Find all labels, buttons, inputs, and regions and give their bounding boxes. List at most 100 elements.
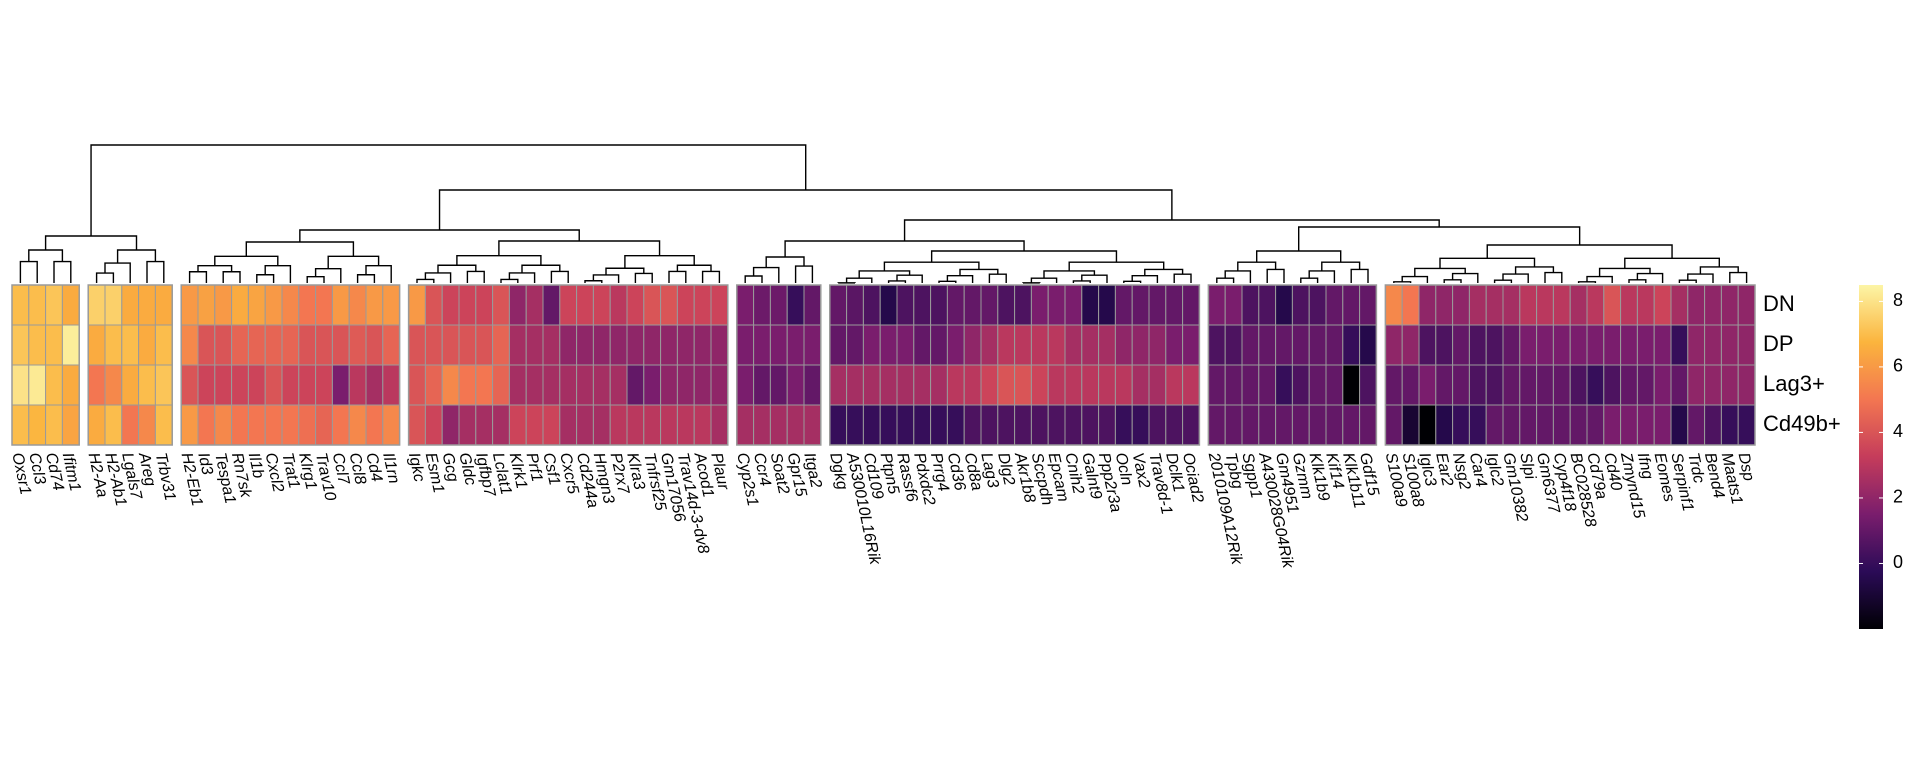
heatmap-cell bbox=[181, 405, 198, 445]
heatmap-cell bbox=[1436, 285, 1453, 325]
heatmap-cell bbox=[804, 325, 821, 365]
heatmap-cell bbox=[198, 285, 215, 325]
dendrogram-branch bbox=[457, 256, 541, 266]
heatmap-cell bbox=[139, 405, 156, 445]
heatmap-cell bbox=[1436, 365, 1453, 405]
heatmap-cell bbox=[1385, 285, 1402, 325]
heatmap-cell bbox=[1292, 325, 1309, 365]
heatmap-cell bbox=[1503, 325, 1520, 365]
heatmap-cell bbox=[627, 365, 644, 405]
heatmap-cell bbox=[442, 365, 459, 405]
heatmap-cell bbox=[947, 325, 964, 365]
heatmap-cell bbox=[155, 325, 172, 365]
heatmap-cell bbox=[215, 285, 232, 325]
dendrogram-branch bbox=[1351, 269, 1368, 283]
heatmap-cell bbox=[644, 285, 661, 325]
heatmap-cell bbox=[627, 325, 644, 365]
heatmap-cell bbox=[1436, 405, 1453, 445]
heatmap-cell bbox=[1570, 325, 1587, 365]
heatmap-cell bbox=[593, 325, 610, 365]
heatmap-cell bbox=[1132, 365, 1149, 405]
heatmap-cell bbox=[1469, 405, 1486, 445]
heatmap-cell bbox=[46, 365, 63, 405]
heatmap-cell bbox=[593, 365, 610, 405]
heatmap-cell bbox=[1309, 325, 1326, 365]
dendrogram-branch bbox=[358, 275, 375, 283]
heatmap-cell bbox=[1671, 365, 1688, 405]
heatmap-cell bbox=[1099, 325, 1116, 365]
heatmap-cell bbox=[610, 325, 627, 365]
heatmap-cell bbox=[931, 405, 948, 445]
heatmap-cell bbox=[1705, 285, 1722, 325]
heatmap-cell bbox=[215, 365, 232, 405]
heatmap-cell bbox=[1309, 365, 1326, 405]
heatmap-cell bbox=[509, 325, 526, 365]
heatmap-cell bbox=[1654, 285, 1671, 325]
dendrogram-branch bbox=[1688, 274, 1713, 283]
dendrogram-branch bbox=[467, 271, 484, 283]
heatmap-cell bbox=[1570, 405, 1587, 445]
heatmap-cell bbox=[593, 285, 610, 325]
heatmap-cell bbox=[847, 285, 864, 325]
heatmap-cell bbox=[1637, 325, 1654, 365]
heatmap-cell bbox=[181, 365, 198, 405]
heatmap-cell bbox=[1082, 365, 1099, 405]
heatmap-cell bbox=[1688, 285, 1705, 325]
heatmap-cell bbox=[1637, 285, 1654, 325]
dendrogram-branch bbox=[897, 275, 922, 283]
heatmap-cell bbox=[1385, 325, 1402, 365]
heatmap-cell bbox=[610, 285, 627, 325]
heatmap-cell bbox=[1326, 325, 1343, 365]
heatmap-cell bbox=[1048, 405, 1065, 445]
heatmap-cell bbox=[1048, 285, 1065, 325]
heatmap-cell bbox=[754, 285, 771, 325]
dendrogram-branch bbox=[246, 242, 353, 256]
dendrogram-branch bbox=[1394, 282, 1411, 283]
heatmap-cell bbox=[897, 325, 914, 365]
heatmap-cell bbox=[1738, 325, 1755, 365]
heatmap-cell bbox=[316, 405, 333, 445]
heatmap-cell bbox=[265, 285, 282, 325]
dendrogram-branch bbox=[417, 279, 434, 283]
heatmap-cell bbox=[88, 405, 105, 445]
dendrogram-branch bbox=[257, 275, 274, 283]
dendrogram-branch bbox=[440, 190, 1172, 230]
heatmap-cell bbox=[1360, 285, 1377, 325]
heatmap-cell bbox=[1065, 325, 1082, 365]
heatmap-cell bbox=[1166, 325, 1183, 365]
heatmap-cell bbox=[459, 325, 476, 365]
heatmap-cell bbox=[1587, 365, 1604, 405]
heatmap-cell bbox=[1292, 285, 1309, 325]
heatmap-cell bbox=[577, 285, 594, 325]
heatmap-cell bbox=[964, 365, 981, 405]
dendrogram-branch bbox=[501, 279, 518, 283]
heatmap-cell bbox=[1242, 405, 1259, 445]
dendrogram-branch bbox=[677, 265, 711, 271]
heatmap-cell bbox=[299, 405, 316, 445]
heatmap-cell bbox=[593, 405, 610, 445]
heatmap-cell bbox=[1419, 325, 1436, 365]
heatmap-cell bbox=[897, 285, 914, 325]
dendrogram-branch bbox=[703, 271, 720, 283]
heatmap-cell bbox=[1453, 325, 1470, 365]
heatmap-cell bbox=[1553, 285, 1570, 325]
heatmap-cell bbox=[1621, 365, 1638, 405]
heatmap-cell bbox=[863, 405, 880, 445]
heatmap-cell bbox=[332, 405, 349, 445]
heatmap-cell bbox=[560, 325, 577, 365]
heatmap-cell bbox=[366, 405, 383, 445]
heatmap-cell bbox=[694, 365, 711, 405]
dendrogram-branch bbox=[1257, 251, 1341, 262]
dendrogram-branch bbox=[889, 281, 906, 283]
heatmap-cell bbox=[694, 325, 711, 365]
heatmap-cell bbox=[105, 365, 122, 405]
heatmap-cell bbox=[863, 285, 880, 325]
heatmap-cell bbox=[1166, 365, 1183, 405]
heatmap-cell bbox=[1537, 285, 1554, 325]
heatmap-cell bbox=[232, 405, 249, 445]
heatmap-cell bbox=[459, 365, 476, 405]
heatmap-cell bbox=[1166, 405, 1183, 445]
heatmap-cell bbox=[1520, 285, 1537, 325]
heatmap-cell bbox=[299, 325, 316, 365]
heatmap-cell bbox=[1637, 405, 1654, 445]
